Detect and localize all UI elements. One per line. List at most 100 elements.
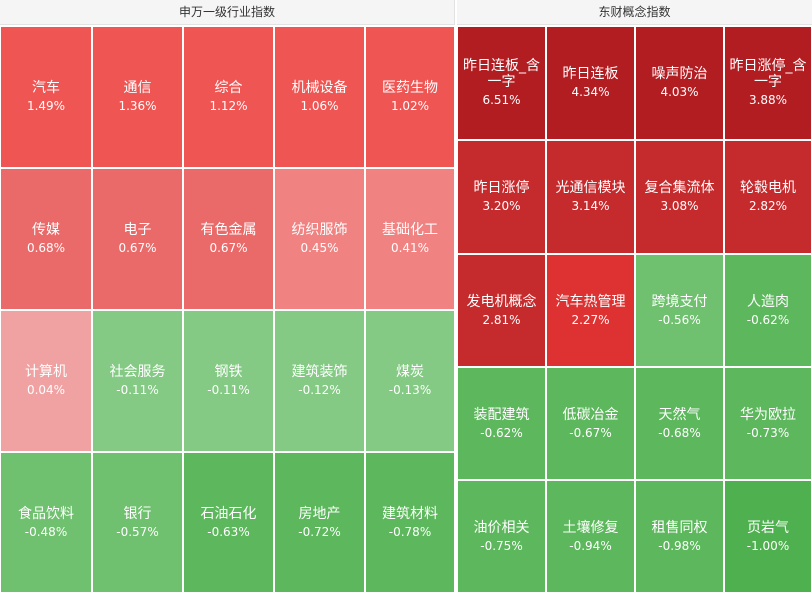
tile-change-percent: 3.08% [660,199,699,213]
treemap-tile[interactable]: 建筑材料 -0.78% [365,452,455,593]
treemap-tile[interactable]: 跨境支付 -0.56% [635,254,724,367]
tile-change-percent: 6.51% [482,93,521,107]
tile-name: 医药生物 [382,80,438,96]
treemap-tile[interactable]: 房地产 -0.72% [274,452,365,593]
treemap-tile[interactable]: 租售同权 -0.98% [635,480,724,593]
treemap-tile[interactable]: 银行 -0.57% [92,452,183,593]
treemap-tile[interactable]: 昨日连板 4.34% [546,26,635,140]
treemap-tile[interactable]: 电子 0.67% [92,168,183,310]
tile-change-percent: -0.73% [746,425,790,440]
treemap-tile[interactable]: 天然气 -0.68% [635,367,724,480]
treemap-tile[interactable]: 页岩气 -1.00% [724,480,812,593]
tile-name: 建筑材料 [382,505,438,522]
treemap-tile[interactable]: 有色金属 0.67% [183,168,274,310]
tile-change-percent: 1.12% [209,99,248,113]
treemap-tile[interactable]: 机械设备 1.06% [274,26,365,168]
treemap-tile[interactable]: 昨日涨停 3.20% [457,140,546,254]
treemap-tile[interactable]: 复合集流体 3.08% [635,140,724,254]
sw-industry-treemap: 汽车 1.49% 通信 1.36% 综合 1.12% 机械设备 1.06% 医药生物 1.02% 传… [0,26,455,593]
treemap-tile[interactable]: 轮毂电机 2.82% [724,140,812,254]
treemap-tile[interactable]: 基础化工 0.41% [365,168,455,310]
tile-change-percent: 1.06% [300,99,339,113]
treemap-tile[interactable]: 发电机概念 2.81% [457,254,546,367]
treemap-tile[interactable]: 装配建筑 -0.62% [457,367,546,480]
tile-change-percent: 4.34% [571,85,610,99]
tile-change-percent: 0.67% [209,241,248,255]
tile-name: 汽车 [32,80,60,96]
treemap-tile[interactable]: 医药生物 1.02% [365,26,455,168]
tile-name: 建筑装饰 [291,364,348,380]
tile-change-percent: 3.20% [482,199,521,213]
tile-change-percent: 3.14% [571,199,610,213]
tile-name: 轮毂电机 [740,180,796,196]
treemap-tile[interactable]: 低碳冶金 -0.67% [546,367,635,480]
treemap-tile[interactable]: 建筑装饰 -0.12% [274,310,365,452]
tile-change-percent: -0.98% [658,538,701,553]
tile-name: 天然气 [658,406,701,423]
tile-name: 昨日涨停 [473,180,530,196]
tile-name: 计算机 [25,364,67,380]
treemap-tile[interactable]: 噪声防治 4.03% [635,26,724,140]
treemap-tile[interactable]: 通信 1.36% [92,26,183,168]
tile-name: 综合 [214,80,243,96]
treemap-tile[interactable]: 纺织服饰 0.45% [274,168,365,310]
tile-change-percent: 1.36% [118,99,157,113]
treemap-tile[interactable]: 昨日涨停_含一字 3.88% [724,26,812,140]
tile-name: 银行 [123,505,152,522]
tile-name: 煤炭 [396,364,424,380]
treemap-tile[interactable]: 社会服务 -0.11% [92,310,183,452]
tile-change-percent: -0.11% [116,383,159,397]
tile-change-percent: 3.88% [748,93,788,107]
tile-name: 机械设备 [291,80,348,96]
tile-change-percent: 0.41% [390,241,430,255]
tile-name: 石油石化 [200,505,257,522]
tile-name: 低碳冶金 [562,406,619,423]
tile-name: 钢铁 [214,364,243,380]
treemap-tile[interactable]: 光通信模块 3.14% [546,140,635,254]
treemap-tile[interactable]: 综合 1.12% [183,26,274,168]
tile-change-percent: 0.45% [300,241,339,255]
tile-name: 发电机概念 [466,293,537,310]
tile-name: 社会服务 [109,364,166,380]
tile-name: 装配建筑 [473,406,530,423]
tile-change-percent: -0.12% [298,383,341,397]
treemap-tile[interactable]: 食品饮料 -0.48% [0,452,92,593]
tile-name: 电子 [123,222,152,238]
treemap-tile[interactable]: 石油石化 -0.63% [183,452,274,593]
treemap-tile[interactable]: 土壤修复 -0.94% [546,480,635,593]
concept-index-panel: 东财概念指数 昨日连板_含一字 6.51% 昨日连板 4.34% 噪声防治 4.03% 昨日… [457,0,812,593]
tile-name: 土壤修复 [562,519,619,536]
tile-change-percent: 1.02% [390,99,430,113]
tile-name: 昨日涨停_含一字 [729,58,807,90]
tile-change-percent: -0.72% [298,524,341,539]
treemap-tile[interactable]: 汽车热管理 2.27% [546,254,635,367]
tile-change-percent: -0.56% [658,312,701,327]
treemap-tile[interactable]: 钢铁 -0.11% [183,310,274,452]
tile-name: 汽车热管理 [555,293,626,310]
sw-industry-panel-title: 申万一级行业指数 [0,0,455,25]
tile-change-percent: -0.63% [207,524,250,539]
treemap-tile[interactable]: 煤炭 -0.13% [365,310,455,452]
tile-name: 油价相关 [473,519,530,536]
tile-name: 光通信模块 [555,180,626,196]
tile-name: 昨日连板 [562,66,619,82]
treemap-tile[interactable]: 汽车 1.49% [0,26,92,168]
tile-change-percent: 0.68% [26,241,66,255]
tile-change-percent: -0.48% [24,524,68,539]
tile-change-percent: 0.04% [26,383,66,397]
tile-change-percent: 4.03% [660,85,699,99]
tile-change-percent: -0.62% [480,425,523,440]
tile-change-percent: 2.27% [571,312,610,327]
tile-name: 人造肉 [747,293,789,310]
treemap-tile[interactable]: 昨日连板_含一字 6.51% [457,26,546,140]
treemap-tile[interactable]: 油价相关 -0.75% [457,480,546,593]
tile-change-percent: -0.13% [388,383,432,397]
treemap-tile[interactable]: 计算机 0.04% [0,310,92,452]
tile-name: 有色金属 [200,222,257,238]
treemap-tile[interactable]: 华为欧拉 -0.73% [724,367,812,480]
tile-change-percent: -0.57% [116,524,159,539]
treemap-tile[interactable]: 人造肉 -0.62% [724,254,812,367]
tile-name: 复合集流体 [644,180,715,196]
tile-name: 传媒 [32,222,60,238]
treemap-tile[interactable]: 传媒 0.68% [0,168,92,310]
